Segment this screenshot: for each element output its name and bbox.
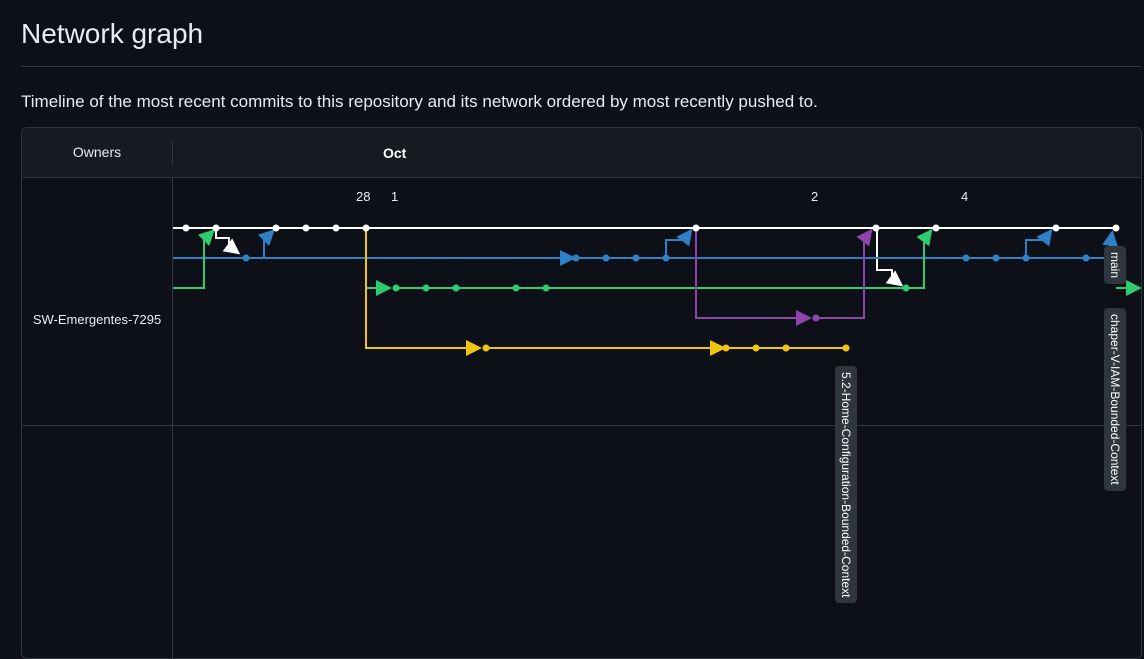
day-label-4: 4 — [961, 189, 969, 204]
commits-yellow[interactable] — [482, 344, 850, 352]
commits-green[interactable] — [392, 284, 910, 292]
day-label-1: 1 — [391, 189, 399, 204]
title-divider — [21, 66, 1141, 67]
owner-name[interactable]: SW-Emergentes-7295 — [32, 312, 162, 327]
commits-main[interactable] — [182, 224, 1120, 232]
page-title: Network graph — [21, 18, 204, 49]
branch-main — [173, 227, 1117, 287]
branch-label-main[interactable]: main — [1104, 246, 1126, 285]
day-label-28: 28 — [356, 189, 371, 204]
owners-header: Owners — [72, 144, 122, 160]
branch-purple — [695, 228, 873, 326]
commit-graph[interactable] — [22, 128, 1141, 658]
owner-column-divider — [172, 178, 173, 658]
commits-purple[interactable] — [812, 314, 820, 322]
branch-blue — [173, 228, 1118, 266]
branch-label-chapter[interactable]: chaper-V-IAM-Bounded-Context — [1104, 308, 1126, 491]
page-description: Timeline of the most recent commits to t… — [21, 92, 818, 111]
month-label: Oct — [383, 145, 407, 161]
commits-blue[interactable] — [242, 254, 1090, 262]
day-label-2: 2 — [811, 189, 819, 204]
owner-row-divider — [22, 425, 1141, 426]
graph-header: Owners Oct — [22, 128, 1141, 178]
network-graph-panel[interactable]: Owners Oct SW-Emergentes-7295 28 1 2 4 — [21, 127, 1142, 659]
header-divider — [172, 141, 173, 165]
branch-label-home-configuration[interactable]: 5.2-Home-Configuration-Bounded-Context — [835, 366, 857, 604]
